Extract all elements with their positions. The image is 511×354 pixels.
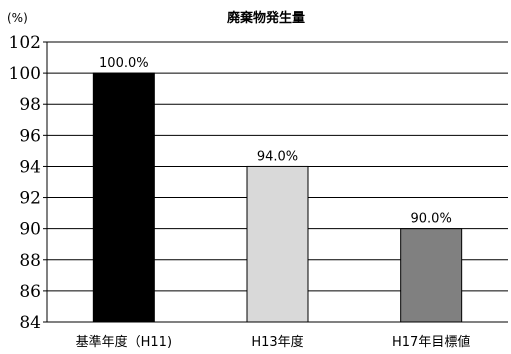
y-tick-label: 102: [9, 33, 41, 53]
bar: [92, 72, 155, 323]
labels: 84 86 88 90 92 94 96 98 100 102 100.0% 基準年度（H11) 94.…: [9, 33, 471, 350]
x-tick-label: H17年目標値: [392, 334, 470, 350]
y-tick-label: 84: [19, 313, 41, 333]
y-tick-label: 88: [19, 251, 41, 271]
y-tick-label: 86: [19, 282, 41, 302]
y-tick-label: 90: [19, 220, 41, 240]
x-tick-label: H13年度: [251, 334, 303, 350]
bar: [400, 228, 463, 323]
y-tick-label: 92: [19, 189, 41, 209]
axes: [43, 41, 508, 323]
y-axis-unit-label: (%): [7, 11, 28, 25]
y-tick-label: 100: [9, 64, 41, 84]
bar: [246, 165, 309, 323]
bars: [92, 72, 463, 323]
data-label: 90.0%: [411, 212, 452, 227]
y-tick-label: 96: [19, 126, 41, 146]
y-tick-label: 94: [19, 157, 41, 177]
chart-title: 廃棄物発生量: [226, 10, 305, 26]
data-label: 100.0%: [99, 56, 149, 71]
x-tick-label: 基準年度（H11): [76, 334, 172, 350]
y-tick-label: 98: [19, 95, 41, 115]
data-label: 94.0%: [257, 149, 298, 164]
